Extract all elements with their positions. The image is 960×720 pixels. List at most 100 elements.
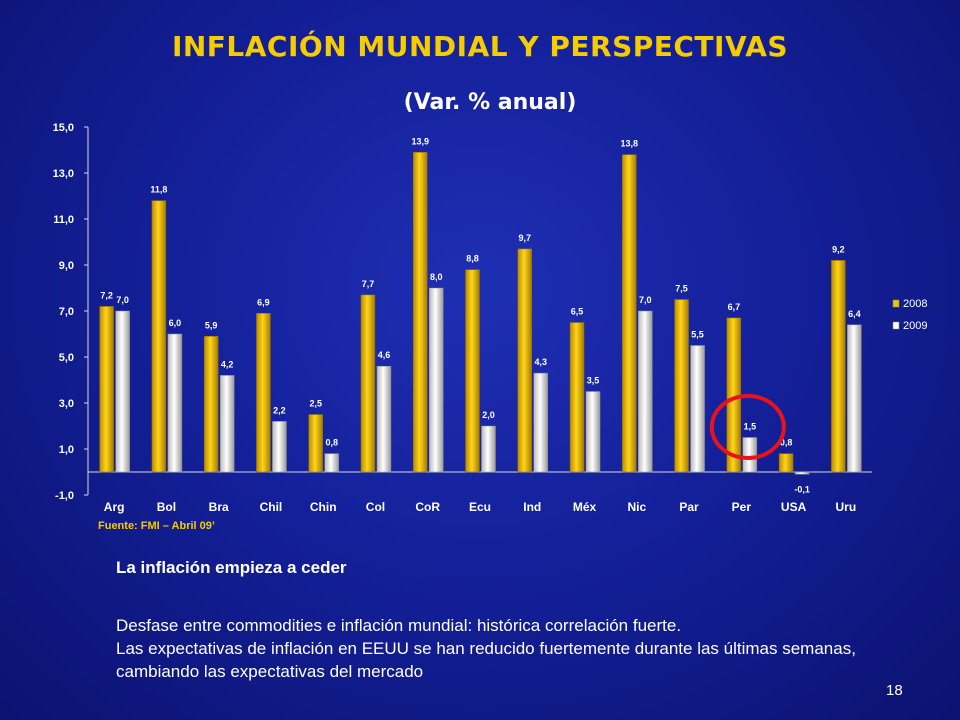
legend-swatch-2008	[892, 299, 900, 308]
data-label: 6,5	[571, 307, 584, 317]
bar-2009-Chil	[272, 421, 287, 473]
data-label: 6,0	[169, 318, 182, 328]
bar-2009-Uru	[847, 324, 862, 473]
data-label: 1,5	[744, 422, 757, 432]
slide-title: INFLACIÓN MUNDIAL Y PERSPECTIVAS	[171, 30, 789, 63]
bar-2009-Par	[690, 345, 705, 473]
bar-2009-Bol	[167, 333, 183, 473]
bar-2009-USA	[794, 471, 810, 475]
data-label: 9,2	[832, 244, 845, 254]
x-tick-label: Ecu	[469, 500, 491, 514]
bar-2008-Par	[674, 299, 689, 473]
data-label: 5,5	[691, 330, 704, 340]
data-label: 2,2	[273, 405, 286, 415]
data-label: 4,3	[535, 357, 548, 367]
x-tick-label: CoR	[415, 500, 440, 514]
data-label: 5,9	[205, 320, 218, 330]
data-label: -0,1	[794, 484, 810, 494]
x-tick-label: Ind	[523, 500, 541, 514]
paragraph-2: Las expectativas de inflación en EEUU se…	[116, 639, 856, 681]
chart-bars	[99, 152, 862, 475]
bar-2009-Ecu	[481, 425, 496, 473]
bar-2008-Ind	[517, 248, 533, 473]
chart-legend: 2008 2009	[892, 298, 927, 332]
bar-2009-Arg	[115, 310, 130, 473]
bar-2009-Per	[742, 437, 758, 473]
x-tick-label: Arg	[104, 500, 125, 514]
bar-2008-Ecu	[465, 269, 480, 473]
data-label: 11,8	[150, 185, 167, 195]
x-tick-label: Chin	[310, 500, 337, 514]
x-tick-label: Per	[732, 500, 752, 514]
bar-2008-Arg	[99, 306, 114, 473]
bar-2008-Chin	[308, 414, 323, 473]
y-tick-label: 7,0	[59, 306, 74, 318]
data-label: 7,2	[100, 290, 113, 300]
x-tick-label: Uru	[836, 500, 857, 514]
y-tick-label: 11,0	[53, 214, 74, 226]
data-label: 0,8	[325, 438, 338, 448]
y-tick-label: 1,0	[59, 444, 74, 456]
bar-2008-Chil	[256, 313, 271, 473]
bar-2009-CoR	[428, 287, 444, 473]
data-label: 6,7	[728, 302, 741, 312]
data-label: 4,6	[378, 350, 391, 360]
data-label: 7,5	[675, 284, 688, 294]
data-label: 6,9	[257, 297, 270, 307]
chart-axes: -1,0 1,0 3,0 5,0 7,0 9,0 11,0 13,0 15,0 Arg Bol Bra…	[53, 122, 872, 514]
bar-2009-Nic	[638, 310, 653, 473]
data-label: 3,5	[587, 376, 600, 386]
data-label: 13,9	[411, 136, 429, 146]
data-label: 9,7	[519, 233, 532, 243]
page-number: 18	[886, 682, 903, 699]
data-label: 8,0	[430, 272, 443, 282]
bar-2009-Col	[376, 365, 392, 473]
chart-data-labels: 7,2 11,8 5,9 6,9 2,5 7,7 13,9 8,8 9,7 6,5 13,8 7,5 6…	[100, 136, 860, 494]
data-label: 8,8	[466, 254, 479, 264]
x-tick-label: Bra	[209, 500, 229, 514]
highlight-circle	[709, 394, 786, 460]
x-tick-label: Méx	[573, 500, 597, 514]
x-tick-label: Bol	[157, 500, 176, 514]
chart-annotation	[709, 394, 786, 460]
bar-2008-Nic	[622, 154, 637, 473]
bar-2008-Uru	[831, 260, 846, 473]
paragraph-1: Desfase entre commodities e inflación mu…	[116, 616, 682, 635]
data-label: 2,0	[482, 410, 495, 420]
x-tick-label: Nic	[627, 500, 646, 514]
y-tick-label: 15,0	[53, 122, 74, 134]
y-tick-label: 5,0	[59, 352, 74, 364]
x-tick-label: Col	[366, 500, 385, 514]
legend-label-2009: 2009	[903, 320, 927, 332]
body-text: Desfase entre commodities e inflación mu…	[116, 614, 916, 683]
bar-2009-Bra	[219, 375, 235, 473]
data-label: 6,4	[848, 309, 861, 319]
slide-subtitle: (Var. % anual)	[403, 90, 577, 115]
y-tick-label: 13,0	[53, 168, 74, 180]
data-label: 4,2	[221, 359, 234, 369]
bar-2009-Chin	[324, 453, 339, 473]
data-label: 7,7	[362, 279, 375, 289]
x-tick-label: Chil	[260, 500, 283, 514]
chart-source-note: Fuente: FMI – Abril 09’	[98, 520, 215, 532]
legend-label-2008: 2008	[903, 298, 927, 310]
y-tick-label: -1,0	[55, 490, 74, 502]
bar-2009-Ind	[533, 372, 549, 473]
x-tick-label: Par	[679, 500, 699, 514]
data-label: 0,8	[780, 438, 793, 448]
y-tick-label: 3,0	[59, 398, 74, 410]
data-label: 2,5	[309, 399, 322, 409]
y-tick-label: 9,0	[59, 260, 74, 272]
bar-2009-Méx	[585, 391, 601, 473]
bar-2008-Méx	[569, 322, 585, 473]
data-label: 7,0	[639, 295, 652, 305]
data-label: 7,0	[116, 295, 129, 305]
bar-2008-Bra	[203, 336, 219, 473]
data-label: 13,8	[621, 139, 639, 149]
legend-swatch-2009	[892, 321, 900, 330]
section-heading: La inflación empieza a ceder	[116, 558, 347, 577]
bar-2008-Bol	[151, 200, 167, 473]
bar-2008-CoR	[412, 152, 428, 473]
bar-2008-USA	[778, 453, 794, 473]
